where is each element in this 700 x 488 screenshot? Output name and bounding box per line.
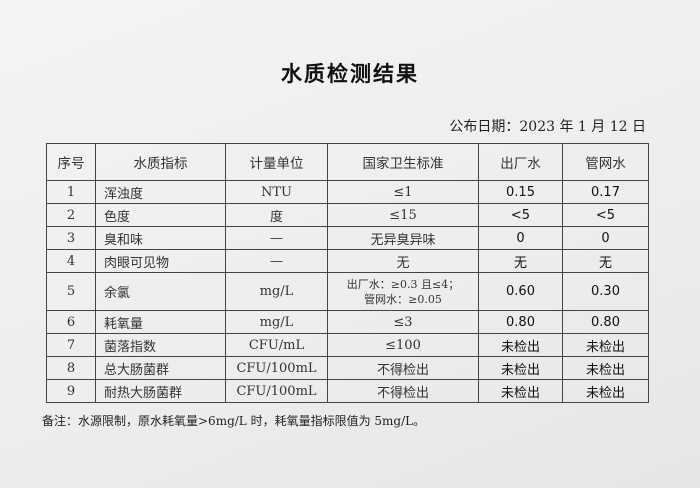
row-number: 6 — [46, 310, 96, 334]
indicator-name: 余氯 — [95, 272, 226, 311]
network-water-value: 0.30 — [562, 272, 649, 311]
footnote: 备注：水源限制，原水耗氧量>6mg/L 时，耗氧量指标限值为 5mg/L。 — [42, 414, 426, 428]
factory-water-value: 未检出 — [478, 356, 563, 380]
row-number: 1 — [46, 180, 96, 204]
indicator-name: 总大肠菌群 — [95, 356, 226, 380]
table-row: 1 浑浊度 NTU ≤1 0.15 0.17 — [46, 180, 649, 204]
header-indicator: 水质指标 — [95, 143, 226, 181]
standard: ≤3 — [327, 310, 479, 334]
standard-line-1: 出厂水：≥0.3 且≤4； — [346, 277, 460, 291]
unit: 度 — [225, 203, 328, 227]
unit: CFU/mL — [225, 333, 328, 357]
table-row: 3 臭和味 — 无异臭异味 0 0 — [46, 226, 649, 250]
header-unit: 计量单位 — [225, 143, 328, 181]
network-water-value: 0.80 — [562, 310, 649, 334]
standard-line-2: 管网水：≥0.05 — [364, 292, 442, 306]
network-water-value: 未检出 — [562, 333, 649, 357]
header-no: 序号 — [46, 143, 96, 181]
row-number: 7 — [46, 333, 96, 357]
header-standard: 国家卫生标准 — [327, 143, 479, 181]
row-number: 2 — [46, 203, 96, 227]
standard: 无 — [327, 249, 479, 273]
factory-water-value: <5 — [478, 203, 563, 227]
header-network-water: 管网水 — [562, 143, 649, 181]
factory-water-value: 0.80 — [478, 310, 563, 334]
row-number: 3 — [46, 226, 96, 250]
table-row: 5 余氯 mg/L 出厂水：≥0.3 且≤4； 管网水：≥0.05 0.60 0.30 — [46, 272, 649, 311]
unit: mg/L — [225, 272, 328, 311]
unit: — — [225, 249, 328, 273]
table-row: 9 耐热大肠菌群 CFU/100mL 不得检出 未检出 未检出 — [46, 379, 649, 403]
standard: 不得检出 — [327, 356, 479, 380]
row-number: 5 — [46, 272, 96, 311]
table-row: 6 耗氧量 mg/L ≤3 0.80 0.80 — [46, 310, 649, 334]
unit: mg/L — [225, 310, 328, 334]
network-water-value: 未检出 — [562, 356, 649, 380]
indicator-name: 浑浊度 — [95, 180, 226, 204]
network-water-value: 未检出 — [562, 379, 649, 403]
table-header-row: 序号 水质指标 计量单位 国家卫生标准 出厂水 管网水 — [46, 143, 649, 181]
table-row: 7 菌落指数 CFU/mL ≤100 未检出 未检出 — [46, 333, 649, 357]
unit: CFU/100mL — [225, 379, 328, 403]
publish-date: 公布日期：2023 年 1 月 12 日 — [449, 119, 646, 135]
header-factory-water: 出厂水 — [478, 143, 563, 181]
indicator-name: 肉眼可见物 — [95, 249, 226, 273]
standard: 出厂水：≥0.3 且≤4； 管网水：≥0.05 — [327, 272, 479, 311]
row-number: 8 — [46, 356, 96, 380]
factory-water-value: 未检出 — [478, 333, 563, 357]
table-row: 4 肉眼可见物 — 无无无 — [46, 249, 649, 273]
network-water-value: 0.17 — [562, 180, 649, 204]
network-water-value: 0 — [562, 226, 649, 250]
factory-water-value: 0.60 — [478, 272, 563, 311]
factory-water-value: 无 — [478, 249, 563, 273]
standard: 无异臭异味 — [327, 226, 479, 250]
document-title: 水质检测结果 — [281, 61, 419, 86]
standard: ≤1 — [327, 180, 479, 204]
indicator-name: 耗氧量 — [95, 310, 226, 334]
indicator-name: 菌落指数 — [95, 333, 226, 357]
network-water-value: 无 — [562, 249, 649, 273]
standard: 不得检出 — [327, 379, 479, 403]
indicator-name: 耐热大肠菌群 — [95, 379, 226, 403]
standard: ≤15 — [327, 203, 479, 227]
indicator-name: 色度 — [95, 203, 226, 227]
indicator-name: 臭和味 — [95, 226, 226, 250]
network-water-value: <5 — [562, 203, 649, 227]
table-row: 8 总大肠菌群 CFU/100mL 不得检出 未检出 未检出 — [46, 356, 649, 380]
row-number: 9 — [46, 379, 96, 403]
standard: ≤100 — [327, 333, 479, 357]
table-row: 2 色度度 ≤15 <5 <5 — [46, 203, 649, 227]
unit: NTU — [225, 180, 328, 204]
factory-water-value: 0 — [478, 226, 563, 250]
factory-water-value: 未检出 — [478, 379, 563, 403]
row-number: 4 — [46, 249, 96, 273]
unit: CFU/100mL — [225, 356, 328, 380]
water-quality-table: 序号 水质指标 计量单位 国家卫生标准 出厂水 管网水 1 浑浊度 NTU ≤1 0.1… — [46, 143, 649, 403]
factory-water-value: 0.15 — [478, 180, 563, 204]
unit: — — [225, 226, 328, 250]
